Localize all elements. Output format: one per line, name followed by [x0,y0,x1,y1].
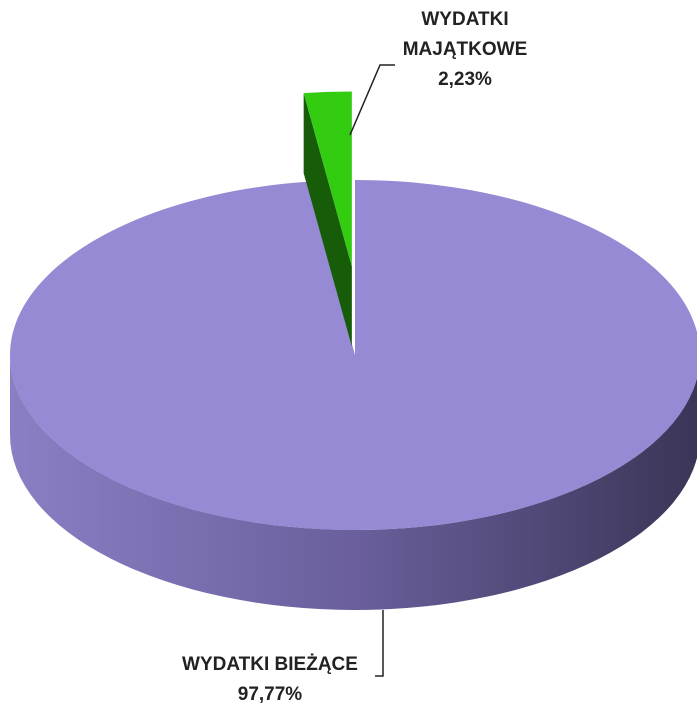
category-label: WYDATKI MAJĄTKOWE [402,9,528,60]
slice-side [10,355,697,610]
slice [303,91,352,267]
slice-label: WYDATKI MAJĄTKOWE 2,23% [390,5,540,95]
value-label: 2,23% [438,69,492,90]
leader-line [349,64,395,136]
slice [10,180,697,530]
value-label: 97,77% [237,684,303,705]
slices [10,91,697,610]
slice-side [303,93,352,347]
leader-line [375,610,384,677]
slice-label: WYDATKI BIEŻĄCE 97,77% [150,650,390,710]
category-label: WYDATKI BIEŻĄCE [182,654,358,675]
